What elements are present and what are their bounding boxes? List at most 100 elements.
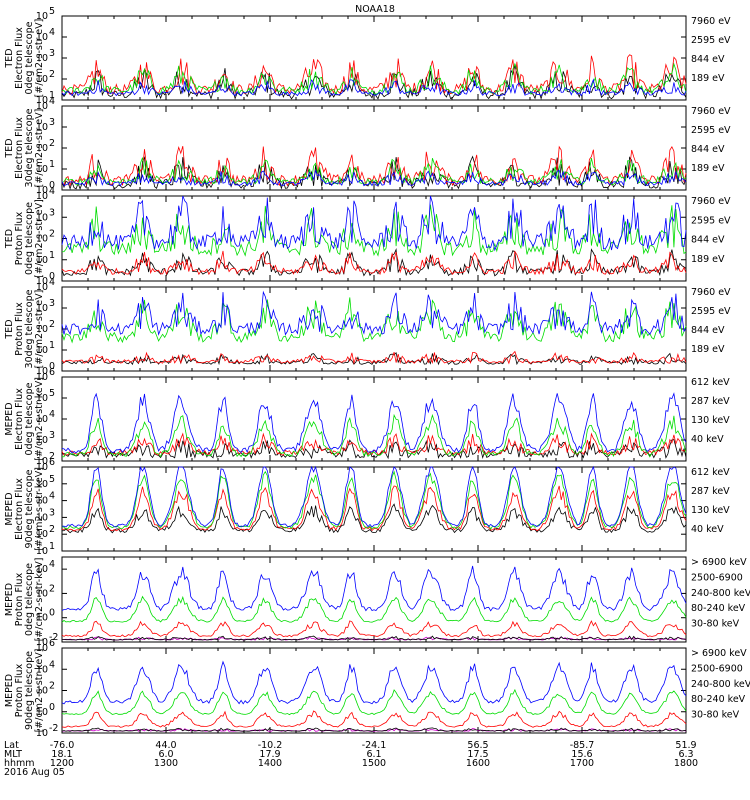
legend-entry: 40 keV: [691, 434, 724, 445]
time-axis-value: 56.5: [467, 740, 488, 751]
y-tick-label: 10: [36, 588, 48, 599]
y-tick-exponent: 3: [49, 430, 55, 441]
series-line: [61, 290, 687, 336]
time-axis-value: 1400: [258, 758, 282, 769]
series-line: [61, 439, 687, 460]
y-tick-exponent: 2: [49, 451, 55, 462]
legend-entry: 240-800 keV: [691, 588, 750, 599]
y-tick-label: 10: [36, 212, 48, 223]
y-axis-label: TEDElectron Flux0deg telescope[#/cm2-s-s…: [4, 19, 45, 98]
series-line: [61, 620, 687, 638]
y-tick-exponent: 4: [49, 559, 55, 570]
series-line: [61, 204, 687, 257]
y-tick-label: 10: [36, 456, 48, 467]
y-tick-label: 10: [36, 613, 48, 624]
time-axis-value: 17.5: [467, 749, 488, 760]
y-tick-label: 10: [36, 143, 48, 154]
y-tick-exponent: 4: [49, 659, 55, 670]
y-tick-label: 10: [36, 496, 48, 507]
legend-entry: 612 keV: [691, 377, 730, 388]
time-axis-value: 1300: [154, 758, 178, 769]
y-tick-label: 10: [36, 564, 48, 575]
y-tick-label: 10: [36, 276, 48, 287]
legend-entry: 40 keV: [691, 524, 724, 535]
y-tick-exponent: 1: [49, 541, 55, 552]
y-tick-exponent: 3: [49, 117, 55, 128]
y-tick-exponent: -2: [49, 723, 58, 734]
legend-entry: 844 eV: [691, 54, 725, 65]
y-tick-exponent: 5: [49, 6, 55, 17]
y-tick-label: 10: [36, 255, 48, 266]
y-tick-label: 10: [36, 345, 48, 356]
time-axis: Lat -76.0 44.0 -10.2 -24.1 56.5 -85.7 51.9 MLT 18…: [4, 740, 698, 778]
y-tick-exponent: 0: [49, 180, 55, 191]
time-axis-value: 17.9: [259, 749, 280, 760]
y-tick-exponent: 0: [49, 271, 55, 282]
time-axis-value: 6.3: [678, 749, 693, 760]
series-line: [61, 169, 687, 187]
legend-entry: 130 keV: [691, 505, 730, 516]
y-tick-label: 10: [36, 101, 48, 112]
legend-entry: 189 eV: [691, 73, 725, 84]
y-tick-label: 10: [36, 95, 48, 106]
series-line: [62, 635, 687, 641]
legend-entry: 80-240 keV: [691, 694, 746, 705]
y-tick-label: 10: [36, 234, 48, 245]
legend-entry: 189 eV: [691, 254, 725, 265]
legend-entry: 240-800 keV: [691, 679, 750, 690]
time-axis-value: 1200: [50, 758, 74, 769]
y-tick-exponent: 1: [49, 340, 55, 351]
legend-entry: > 6900 keV: [691, 648, 747, 659]
time-axis-value: 6.1: [366, 749, 381, 760]
y-tick-label: 10: [36, 74, 48, 85]
series-line: [61, 688, 687, 716]
time-axis-value: 1500: [362, 758, 386, 769]
legend-entry: 2500-6900: [691, 572, 743, 583]
y-tick-exponent: 0: [49, 608, 55, 619]
y-tick-exponent: 2: [49, 229, 55, 240]
y-tick-exponent: 2: [49, 681, 55, 692]
series-line: [61, 351, 687, 366]
y-tick-label: 10: [36, 512, 48, 523]
time-axis-value: 15.6: [571, 749, 592, 760]
legend-entry: > 6900 keV: [691, 557, 747, 568]
y-tick-label: 10: [36, 414, 48, 425]
legend-entry: 7960 eV: [691, 287, 731, 298]
y-tick-exponent: 6: [49, 367, 55, 378]
y-tick-exponent: 3: [49, 207, 55, 218]
y-tick-label: 10: [36, 164, 48, 175]
series-line: [61, 350, 687, 365]
y-tick-label: 10: [36, 529, 48, 540]
time-axis-value: 1600: [466, 758, 490, 769]
date-label: 2016 Aug 05: [4, 767, 65, 778]
time-axis-value: 1800: [674, 758, 698, 769]
y-tick-label: 10: [36, 462, 48, 473]
y-tick-label: 10: [36, 435, 48, 446]
series-line: [61, 727, 687, 732]
y-tick-exponent: 3: [49, 298, 55, 309]
y-tick-label: 10: [36, 686, 48, 697]
y-tick-label: 10: [36, 664, 48, 675]
y-tick-exponent: 4: [49, 409, 55, 420]
legend-entry: 7960 eV: [691, 16, 731, 27]
legend-entry: 844 eV: [691, 144, 725, 155]
y-tick-exponent: 2: [49, 524, 55, 535]
y-tick-label: 10: [36, 53, 48, 64]
legend-entry: 2595 eV: [691, 125, 731, 136]
y-tick-label: 10: [36, 393, 48, 404]
y-tick-label: 10: [36, 303, 48, 314]
y-tick-exponent: 5: [49, 388, 55, 399]
series-line: [61, 62, 687, 96]
y-tick-exponent: 2: [49, 69, 55, 80]
series-line: [61, 157, 687, 186]
series-line: [61, 78, 687, 97]
series-line: [61, 145, 687, 187]
y-tick-label: 10: [36, 191, 48, 202]
series-line: [61, 195, 687, 252]
y-axis-label: MEPEDElectron Flux0deg telescope[#/cm2-s…: [4, 377, 45, 461]
